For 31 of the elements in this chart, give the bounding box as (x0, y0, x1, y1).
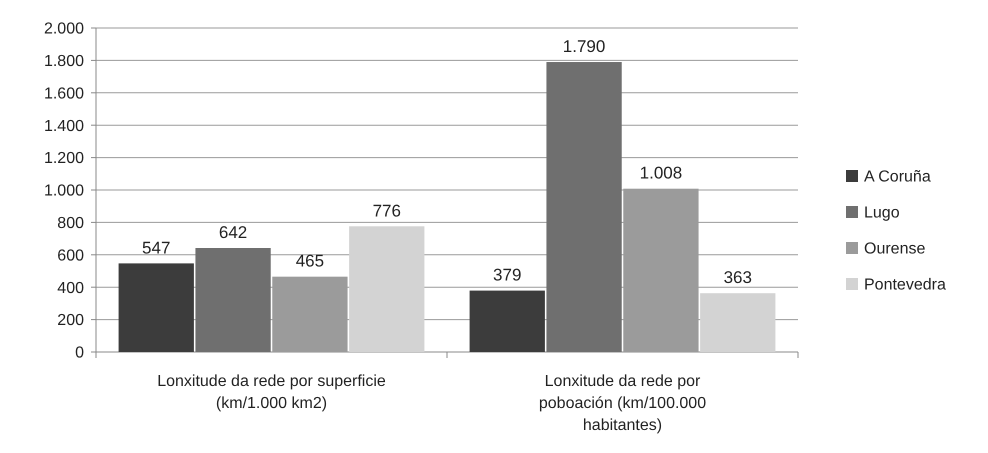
y-tick-label: 0 (75, 344, 84, 362)
y-tick-label: 1.400 (44, 118, 84, 135)
bar (195, 248, 271, 352)
x-tick-label: Lonxitude da rede por poboación (km/100.000 habitantes) (538, 373, 706, 434)
legend-label: A Coruña (864, 168, 931, 186)
data-label: 776 (372, 201, 401, 220)
data-label: 379 (493, 266, 522, 285)
y-tick-label: 2.000 (44, 20, 84, 38)
data-label: 1.008 (640, 164, 682, 183)
data-label: 465 (296, 252, 324, 271)
bar (546, 62, 622, 352)
x-tick-label: Lonxitude da rede por superficie (km/1.000 km2) (157, 373, 386, 412)
y-tick-label: 400 (57, 280, 84, 297)
data-label: 547 (142, 238, 170, 258)
y-tick-label: 800 (57, 215, 84, 232)
y-tick-label: 1.200 (44, 150, 84, 168)
bar (470, 290, 545, 352)
y-tick-label: 1.800 (44, 53, 84, 70)
legend-label: Ourense (864, 240, 926, 258)
data-label: 642 (218, 222, 248, 242)
data-label: 363 (724, 268, 752, 288)
legend-label: Lugo (864, 204, 900, 222)
y-tick-label: 600 (57, 247, 84, 264)
bar (349, 226, 424, 352)
y-tick-label: 200 (57, 312, 84, 330)
bar (118, 263, 194, 352)
data-label: 1.790 (562, 37, 606, 56)
y-tick-label: 1.000 (44, 182, 84, 200)
legend-label: Pontevedra (864, 276, 946, 294)
bar (700, 293, 776, 352)
y-tick-label: 1.600 (44, 85, 84, 102)
